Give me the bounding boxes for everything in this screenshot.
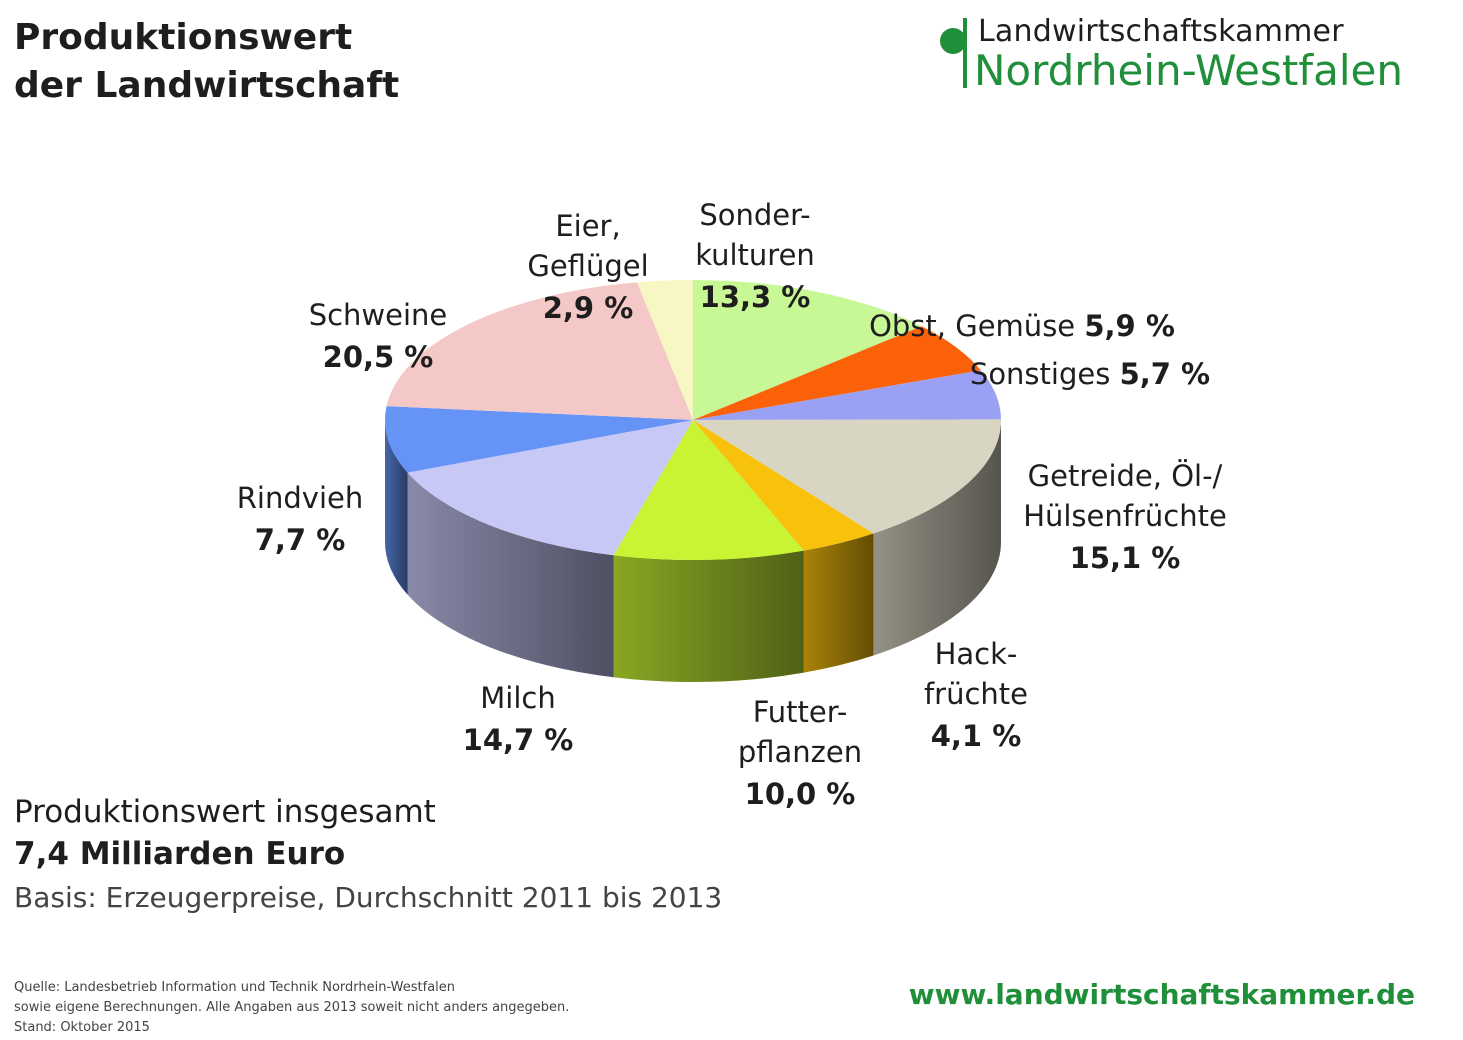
pie-labels: Sonder-kulturen 13,3 % Obst, Gemüse 5,9 % S… [237, 198, 1227, 811]
source-line-1: Quelle: Landesbetrieb Information und Te… [14, 980, 456, 995]
pie-slice-4 [693, 420, 874, 551]
pie-wall-shade-7-0 [385, 420, 408, 595]
slice-label-8: Schweine 20,5 % [309, 298, 448, 374]
logo-text-line-1: Landwirtschaftskammer [978, 14, 1344, 49]
pie-wall-shade-4-0 [803, 533, 874, 673]
pie-side-walls [385, 420, 1001, 682]
chamber-logo: Landwirtschaftskammer Nordrhein-Westfale… [940, 14, 1420, 95]
pie-wall-shade-3-0 [873, 420, 1001, 656]
slice-label-3: Getreide, Öl-/Hülsenfrüchte 15,1 % [1023, 459, 1227, 575]
source-line-2: sowie eigene Berechnungen. Alle Angaben … [14, 1000, 570, 1015]
pie-slice-9 [637, 280, 693, 420]
source-note: Quelle: Landesbetrieb Information und Te… [14, 978, 569, 1038]
total-basis: Basis: Erzeugerpreise, Durchschnitt 2011… [14, 881, 723, 914]
slice-label-0: Sonder-kulturen 13,3 % [695, 198, 815, 314]
pie-slice-3 [693, 419, 1001, 534]
slice-label-5: Futter-pflanzen 10,0 % [738, 695, 862, 811]
pie-slice-6 [407, 420, 693, 556]
title-line-1: Produktionswert [14, 17, 353, 58]
total-label: Produktionswert insgesamt [14, 794, 436, 830]
total-value: 7,4 Milliarden Euro [14, 836, 346, 872]
pie-wall-shade-5-0 [613, 550, 804, 682]
pie-slice-8 [386, 282, 693, 420]
website-link[interactable]: www.landwirtschaftskammer.de [908, 978, 1415, 1011]
slice-label-9: Eier, Geflügel 2,9 % [527, 209, 648, 325]
page-title: Produktionswert der Landwirtschaft [14, 14, 399, 110]
title-line-2: der Landwirtschaft [14, 65, 400, 106]
logo-dot-mark [940, 28, 966, 54]
pie-slice-2 [693, 370, 1001, 420]
slice-label-7: Rindvieh 7,7 % [237, 481, 363, 557]
logo-bar-mark [963, 18, 967, 88]
slice-label-4: Hack-früchte 4,1 % [924, 637, 1028, 753]
pie-wall-shade-6-0 [407, 472, 614, 678]
slice-label-6: Milch 14,7 % [463, 681, 574, 757]
logo-text-line-2: Nordrhein-Westfalen [974, 46, 1403, 95]
pie-top-faces [385, 280, 1001, 560]
pie-slice-5 [613, 420, 804, 560]
pie-slice-7 [385, 406, 693, 473]
source-line-3: Stand: Oktober 2015 [14, 1020, 150, 1035]
slice-label-2: Sonstiges 5,7 % [970, 357, 1210, 391]
pie-slice-0 [693, 280, 922, 420]
total-summary: Produktionswert insgesamt 7,4 Milliarden… [14, 792, 722, 920]
pie-slice-1 [693, 326, 981, 420]
slice-label-1: Obst, Gemüse 5,9 % [869, 309, 1175, 343]
